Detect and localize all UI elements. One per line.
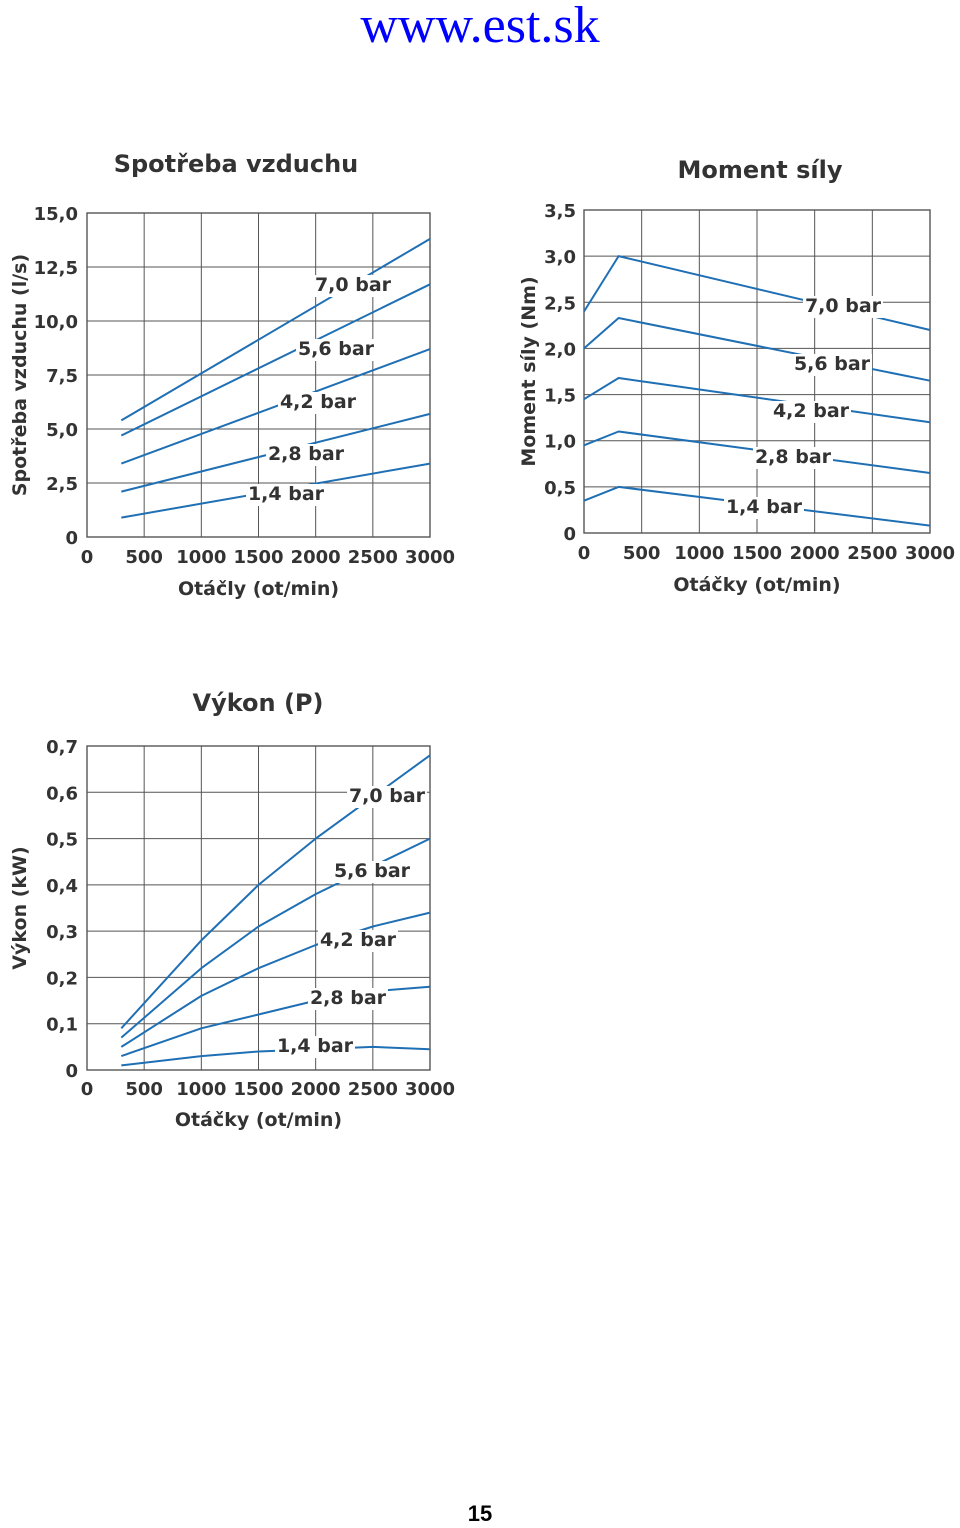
- air-y-tick-label: 10,0: [34, 312, 78, 333]
- power-y-tick-label: 0: [65, 1061, 78, 1082]
- torque-y-axis-label: Moment síly (Nm): [518, 276, 540, 466]
- air-x-tick-label: 500: [125, 547, 163, 568]
- power-series-label: 5,6 bar: [334, 860, 411, 882]
- air-y-tick-label: 0: [65, 528, 78, 549]
- torque-x-tick-label: 2500: [847, 543, 897, 564]
- air-series-label-bg: [266, 444, 346, 466]
- torque-series-label: 7,0 bar: [805, 295, 882, 317]
- torque-x-tick-label: 1000: [674, 543, 724, 564]
- torque-series-label-bg: [724, 497, 804, 519]
- air-series-label: 1,4 bar: [248, 483, 325, 505]
- power-x-tick-label: 500: [125, 1079, 163, 1100]
- air-x-tick-label: 1500: [233, 547, 283, 568]
- torque-y-tick-label: 2,0: [544, 339, 576, 360]
- torque-y-tick-label: 0,5: [544, 478, 576, 499]
- power-y-tick-label: 0,6: [46, 783, 78, 804]
- page-number: 15: [467, 1501, 493, 1526]
- torque-x-tick-label: 1500: [732, 543, 782, 564]
- power-y-tick-label: 0,7: [46, 737, 78, 758]
- torque-x-tick-label: 2000: [790, 543, 840, 564]
- torque-y-tick-label: 3,0: [544, 247, 576, 268]
- power-series-label-bg: [347, 786, 427, 808]
- site-url[interactable]: www.est.sk: [360, 0, 600, 54]
- power-series-label-bg: [308, 988, 388, 1010]
- air-series-line: [120, 238, 431, 422]
- air-series-label: 2,8 bar: [268, 443, 345, 465]
- air-series-label: 4,2 bar: [280, 391, 357, 413]
- torque-y-tick-label: 1,0: [544, 432, 576, 453]
- power-y-tick-label: 0,1: [46, 1015, 78, 1036]
- power-x-tick-label: 2500: [348, 1079, 398, 1100]
- air-y-tick-label: 15,0: [34, 204, 78, 225]
- air-x-tick-label: 2000: [291, 547, 341, 568]
- air-x-axis-label: Otáčly (ot/min): [178, 578, 339, 600]
- torque-series-label: 4,2 bar: [773, 400, 850, 422]
- power-x-axis-label: Otáčky (ot/min): [175, 1109, 342, 1131]
- torque-y-tick-label: 3,5: [544, 201, 576, 222]
- air-series-label-bg: [246, 484, 326, 506]
- power-y-tick-label: 0,2: [46, 968, 78, 989]
- torque-series-label: 1,4 bar: [726, 496, 803, 518]
- torque-y-tick-label: 1,5: [544, 386, 576, 407]
- torque-series-label: 5,6 bar: [794, 353, 871, 375]
- power-y-axis-label: Výkon (kW): [9, 846, 31, 969]
- air-x-tick-label: 1000: [176, 547, 226, 568]
- power-y-tick-label: 0,3: [46, 922, 78, 943]
- air-series-label: 5,6 bar: [298, 338, 375, 360]
- air-x-tick-label: 3000: [405, 547, 455, 568]
- torque-title: Moment síly: [678, 156, 843, 184]
- power-series-label: 7,0 bar: [349, 785, 426, 807]
- torque-x-tick-label: 500: [623, 543, 661, 564]
- air-y-axis-label: Spotřeba vzduchu (l/s): [9, 254, 31, 496]
- torque-series-label: 2,8 bar: [755, 446, 832, 468]
- torque-x-tick-label: 3000: [905, 543, 955, 564]
- air-series-label-bg: [313, 275, 393, 297]
- air-y-tick-label: 5,0: [46, 420, 78, 441]
- power-y-tick-label: 0,5: [46, 830, 78, 851]
- air-series-line: [120, 348, 431, 465]
- air-y-tick-label: 12,5: [34, 258, 78, 279]
- power-x-tick-label: 0: [81, 1079, 94, 1100]
- air-series-label-bg: [296, 339, 376, 361]
- air-series-line: [120, 283, 431, 437]
- torque-series-line: [583, 485, 931, 527]
- power-series-line: [120, 911, 431, 1048]
- air-y-tick-label: 7,5: [46, 366, 78, 387]
- air-x-tick-label: 0: [81, 547, 94, 568]
- air-title: Spotřeba vzduchu: [114, 150, 359, 178]
- air-series-label: 7,0 bar: [315, 274, 392, 296]
- power-title: Výkon (P): [193, 689, 324, 717]
- air-series-label-bg: [278, 392, 358, 414]
- power-x-tick-label: 3000: [405, 1079, 455, 1100]
- torque-x-axis-label: Otáčky (ot/min): [673, 574, 840, 596]
- power-series-label: 1,4 bar: [277, 1035, 354, 1057]
- torque-x-tick-label: 0: [578, 543, 591, 564]
- torque-series-label-bg: [803, 296, 883, 318]
- torque-series-label-bg: [771, 401, 851, 423]
- power-x-tick-label: 1000: [176, 1079, 226, 1100]
- power-series-label: 2,8 bar: [310, 987, 387, 1009]
- power-series-label-bg: [275, 1036, 355, 1058]
- torque-series-label-bg: [753, 447, 833, 469]
- air-y-tick-label: 2,5: [46, 474, 78, 495]
- power-series-label: 4,2 bar: [320, 929, 397, 951]
- air-x-tick-label: 2500: [348, 547, 398, 568]
- power-x-tick-label: 2000: [291, 1079, 341, 1100]
- power-series-label-bg: [332, 861, 412, 883]
- power-series-label-bg: [318, 930, 398, 952]
- torque-y-tick-label: 2,5: [544, 293, 576, 314]
- power-x-tick-label: 1500: [233, 1079, 283, 1100]
- torque-series-label-bg: [792, 354, 872, 376]
- power-y-tick-label: 0,4: [46, 876, 78, 897]
- torque-y-tick-label: 0: [563, 524, 576, 545]
